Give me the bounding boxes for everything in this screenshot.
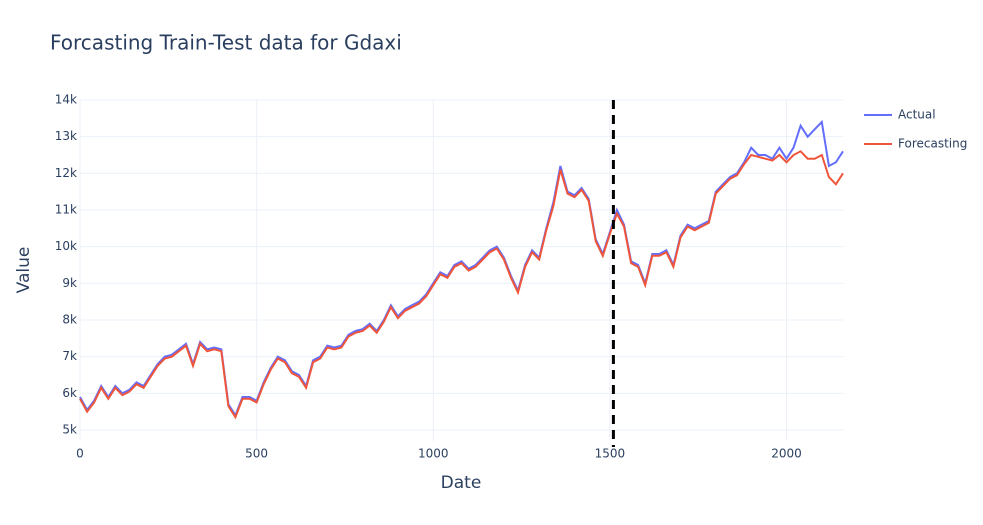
x-tick-label: 500 bbox=[245, 447, 268, 461]
x-tick-label: 0 bbox=[76, 447, 84, 461]
legend-label: Forecasting bbox=[898, 137, 967, 151]
y-tick-label: 5k bbox=[62, 423, 77, 437]
y-tick-label: 9k bbox=[62, 276, 77, 290]
x-tick-label: 2000 bbox=[771, 447, 802, 461]
y-tick-label: 14k bbox=[55, 93, 77, 107]
chart-title: Forcasting Train-Test data for Gdaxi bbox=[50, 31, 402, 55]
y-tick-label: 10k bbox=[55, 239, 77, 253]
y-tick-label: 8k bbox=[62, 313, 77, 327]
y-tick-label: 6k bbox=[62, 386, 77, 400]
x-tick-label: 1500 bbox=[595, 447, 626, 461]
x-axis-title: Date bbox=[441, 473, 482, 493]
series-line bbox=[79, 150, 844, 420]
legend-label: Actual bbox=[898, 108, 936, 122]
series-line bbox=[79, 119, 844, 418]
y-tick-label: 13k bbox=[55, 129, 77, 143]
y-tick-label: 12k bbox=[55, 166, 77, 180]
y-tick-label: 7k bbox=[62, 349, 77, 363]
y-tick-label: 11k bbox=[55, 203, 77, 217]
y-axis-title: Value bbox=[14, 247, 34, 294]
x-tick-label: 1000 bbox=[418, 447, 449, 461]
